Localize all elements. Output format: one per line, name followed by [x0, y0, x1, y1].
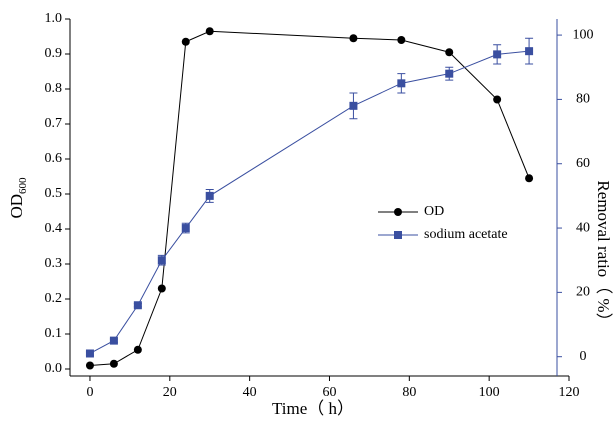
y-tick-label: 0.8 [45, 81, 63, 96]
point [397, 36, 406, 44]
y-axis-label-main: OD [7, 194, 26, 219]
x-tick-label: 100 [479, 385, 500, 400]
point [205, 27, 214, 36]
y-tick-label: 1.0 [45, 11, 63, 26]
point [349, 34, 358, 43]
point [349, 101, 358, 110]
y2-tick-label: 80 [576, 92, 590, 107]
x-tick-label: 60 [322, 385, 336, 400]
y-tick-label: 0.5 [45, 186, 63, 201]
y-tick-label: 0.0 [45, 361, 63, 376]
point [445, 48, 454, 57]
y-axis-label-sub: 600 [17, 177, 29, 194]
legend-label: sodium acetate [424, 227, 508, 242]
y-tick-label: 0.9 [45, 46, 63, 61]
point [85, 361, 94, 370]
y2-axis-label: Removal ratio（ %） [594, 180, 613, 329]
y-tick-label: 0.4 [45, 221, 63, 236]
y-tick-label: 0.7 [45, 116, 63, 131]
y-tick-label: 0.6 [45, 151, 63, 166]
point [133, 301, 142, 310]
point [205, 191, 214, 200]
point [445, 69, 454, 78]
legend-marker [394, 208, 402, 216]
y2-tick-label: 40 [576, 220, 590, 235]
series-line [89, 50, 530, 354]
legend-marker [394, 231, 402, 239]
series-line [89, 30, 530, 366]
point [181, 37, 190, 46]
y2-tick-label: 0 [580, 349, 587, 364]
y-tick-label: 0.2 [45, 291, 63, 306]
y-tick-label: 0.1 [45, 326, 63, 341]
y2-tick-label: 20 [576, 285, 590, 300]
x-tick-label: 80 [402, 385, 416, 400]
x-tick-label: 20 [163, 385, 177, 400]
x-tick-label: 120 [559, 385, 580, 400]
point [157, 256, 166, 265]
point [85, 349, 94, 358]
y2-tick-label: 100 [573, 27, 594, 42]
point [109, 336, 118, 345]
point [181, 224, 190, 233]
point [525, 47, 534, 56]
point [397, 79, 406, 88]
y-tick-label: 0.3 [45, 256, 63, 271]
legend-label: OD [424, 204, 444, 219]
x-tick-label: 0 [86, 385, 93, 400]
x-axis-label: Time（ h） [272, 399, 354, 418]
point [493, 50, 502, 59]
y2-tick-label: 60 [576, 156, 590, 171]
point [109, 359, 118, 368]
point [133, 345, 142, 354]
y-axis-label: OD600 [7, 177, 29, 219]
point [525, 174, 534, 183]
point [493, 95, 502, 104]
point [157, 284, 166, 293]
x-tick-label: 40 [243, 385, 257, 400]
